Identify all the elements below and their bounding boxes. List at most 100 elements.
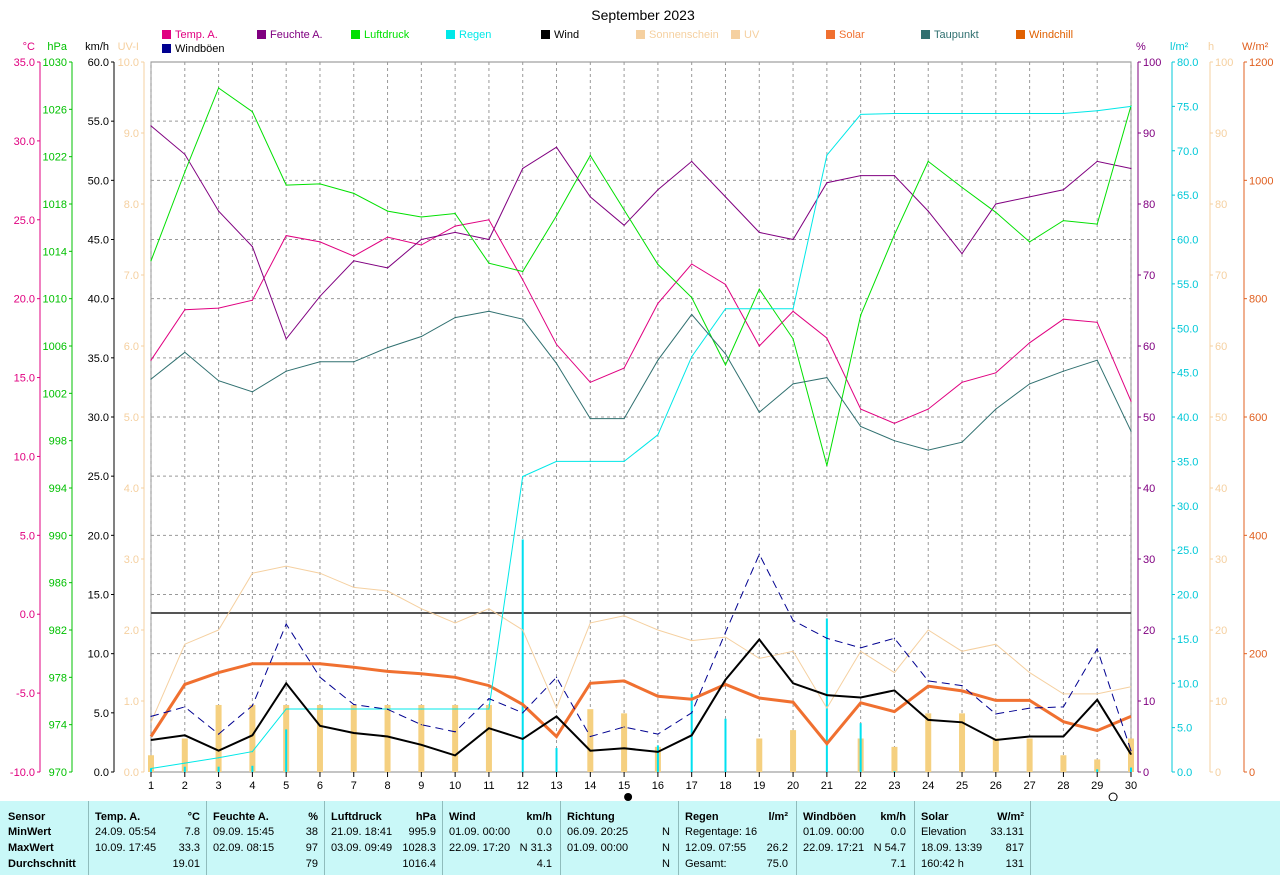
- legend-swatch: [636, 30, 645, 39]
- cell-wind-label: 22.09. 17:20: [449, 842, 511, 854]
- data-point: [454, 317, 456, 319]
- data-point: [555, 215, 558, 217]
- cell-gust-label: 22.09. 17:21: [803, 842, 865, 854]
- data-point: [184, 351, 186, 353]
- cell-press-value: 1016.4: [402, 858, 436, 870]
- x-tick-label: 3: [216, 780, 222, 792]
- data-point: [589, 154, 591, 157]
- cell-rain-label: Gesamt:: [685, 858, 727, 870]
- data-point: [792, 338, 794, 340]
- cell-dir-label: 01.09. 00:00: [567, 842, 629, 854]
- cell-press-label: 21.09. 18:41: [331, 826, 393, 838]
- data-point: [961, 685, 963, 687]
- sunshine-bar: [316, 704, 323, 772]
- data-point: [522, 712, 524, 714]
- data-point: [724, 308, 727, 310]
- legend-label: UV: [744, 29, 760, 41]
- legend-swatch: [921, 30, 930, 39]
- data-point: [758, 345, 760, 347]
- data-point: [285, 623, 287, 625]
- data-point: [792, 682, 794, 684]
- cell-press-value: 995.9: [408, 826, 436, 838]
- data-point: [826, 154, 828, 156]
- legend-label: Luftdruck: [364, 29, 410, 41]
- row-label-min: MinWert: [8, 826, 52, 838]
- y-tick-label-right: 200: [1249, 649, 1267, 661]
- cell-rain-label: Regentage: 16: [685, 826, 758, 838]
- taupunkt-line: [150, 310, 1132, 451]
- x-tick-label: 10: [449, 780, 461, 792]
- data-point: [623, 726, 625, 728]
- x-tick-label: 21: [821, 780, 833, 792]
- y-tick-label: 50.0: [88, 175, 109, 187]
- data-point: [1130, 753, 1132, 755]
- data-point: [1096, 110, 1098, 112]
- data-point: [826, 464, 828, 467]
- sunshine-bar: [1128, 738, 1134, 772]
- wind-line: [150, 637, 1132, 757]
- y-tick-label-right: 40.0: [1177, 412, 1198, 424]
- data-point: [893, 637, 896, 639]
- x-axis: 1 2 3 4 5 6 7 8 9 10 11 12 13 14 15 16 17 18 19 20 21 22 23 24 2…: [148, 772, 1137, 801]
- data-point: [657, 434, 659, 436]
- data-point: [555, 146, 558, 148]
- data-point: [420, 724, 422, 726]
- x-tick-label: 24: [922, 780, 934, 792]
- x-tick-label: 8: [384, 780, 390, 792]
- y-tick-label-right: 10: [1215, 696, 1227, 708]
- header-sensor: Sensor: [8, 811, 46, 823]
- data-point: [488, 727, 490, 729]
- cell-dir-label: 06.09. 20:25: [567, 826, 629, 838]
- data-point: [150, 715, 152, 717]
- x-tick-label: 20: [787, 780, 799, 792]
- data-point: [488, 310, 490, 312]
- data-point: [860, 175, 862, 177]
- data-point: [589, 750, 591, 752]
- data-point: [1029, 707, 1031, 709]
- data-point: [420, 244, 422, 246]
- cell-temp-value: 19.01: [172, 858, 200, 870]
- data-point: [792, 308, 794, 310]
- data-point: [691, 313, 693, 316]
- cell-rain-value: 26.2: [766, 842, 788, 854]
- legend-label: Solar: [839, 29, 865, 41]
- data-point: [184, 706, 186, 708]
- x-tick-label: 16: [652, 780, 664, 792]
- col-sensor: Sensor MinWert MaxWert Durchschnitt: [0, 801, 88, 875]
- data-point: [1130, 167, 1132, 170]
- data-point: [860, 425, 862, 428]
- y-tick-label-right: 30: [1215, 554, 1227, 566]
- y-tick-label-right: 60: [1215, 341, 1227, 353]
- legend-label: Windböen: [175, 43, 225, 55]
- header-unit-hum: %: [308, 811, 318, 823]
- data-point: [184, 153, 186, 155]
- rain-bar: [251, 765, 254, 772]
- column-separator: [678, 801, 679, 875]
- sunshine-bar: [249, 704, 256, 772]
- data-point: [623, 224, 625, 226]
- sunshine-bar: [891, 746, 898, 772]
- data-point: [150, 260, 152, 262]
- x-tick-label: 9: [418, 780, 424, 792]
- legend-label: Sonnenschein: [649, 29, 719, 41]
- data-point: [691, 734, 693, 736]
- data-point: [1029, 735, 1031, 738]
- data-point: [724, 283, 727, 286]
- y-tick-label: 7.0: [124, 270, 139, 282]
- data-point: [319, 725, 321, 727]
- data-point: [1062, 706, 1065, 708]
- x-tick-label: 12: [517, 780, 529, 792]
- column-separator: [206, 801, 207, 875]
- y-tick-label: -10.0: [10, 767, 35, 779]
- data-point: [860, 408, 862, 410]
- data-point: [1096, 699, 1098, 701]
- x-tick-label: 18: [719, 780, 731, 792]
- col-gust: Windböen km/h 01.09. 00:00 0.0 22.09. 17:21 N…: [797, 801, 912, 875]
- legend-label: Temp. A.: [175, 29, 218, 41]
- data-point: [251, 246, 253, 248]
- x-tick-label: 4: [249, 780, 255, 792]
- x-tick-label: 2: [182, 780, 188, 792]
- data-point: [319, 708, 321, 710]
- x-tick-label: 6: [317, 780, 323, 792]
- data-point: [1029, 342, 1031, 344]
